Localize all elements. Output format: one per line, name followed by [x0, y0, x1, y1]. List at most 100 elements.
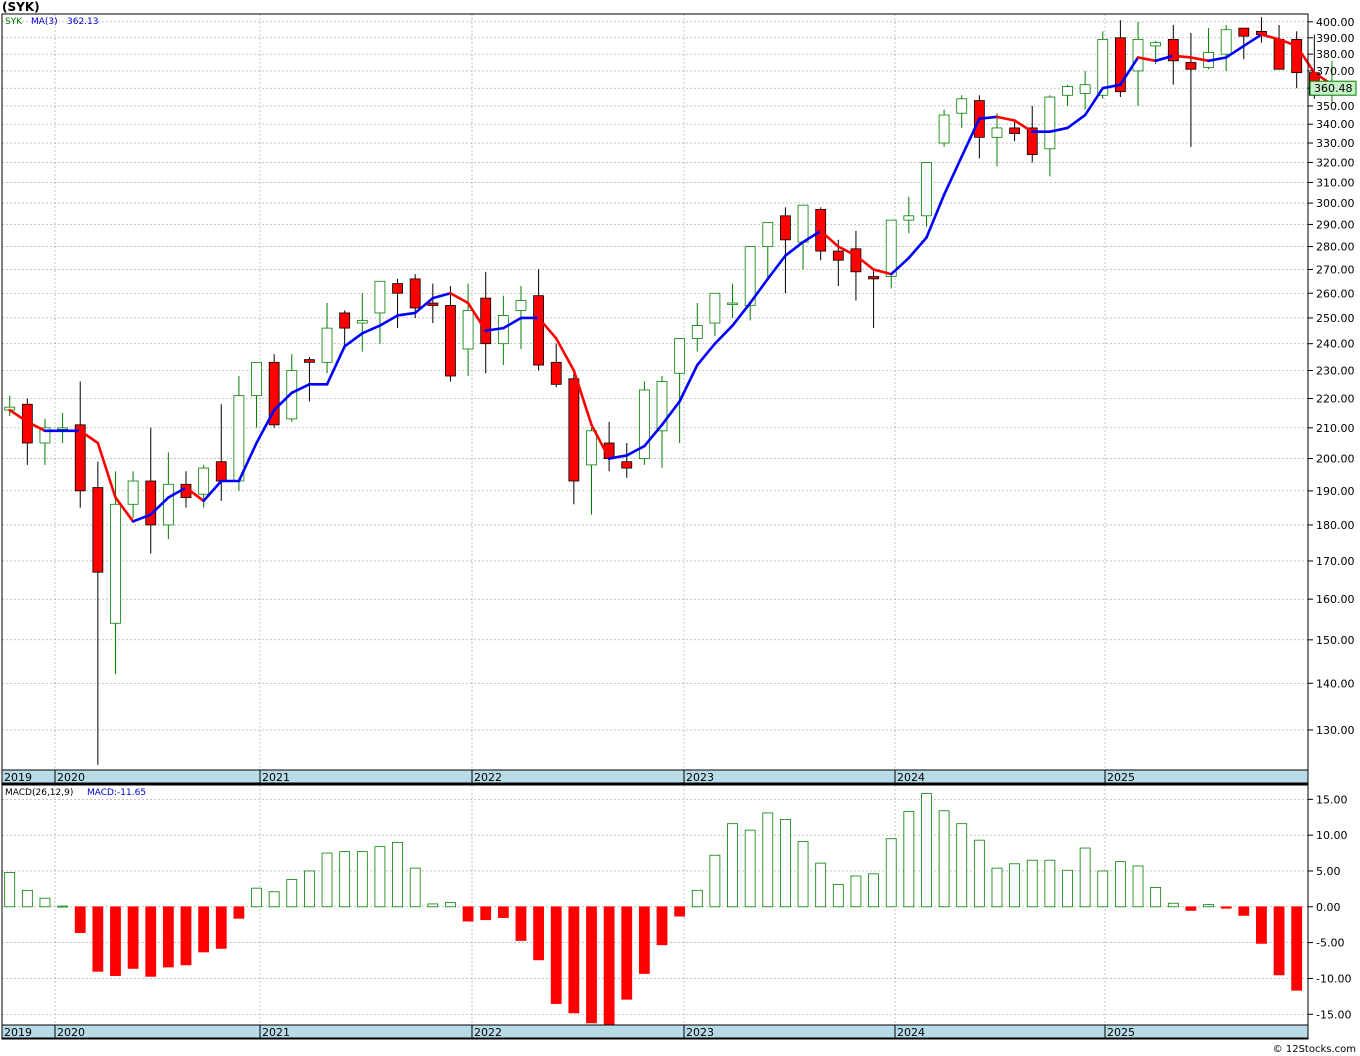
macd-year-labels: 2019 2020 2021 2022 2023 2024 2025	[4, 1025, 1135, 1039]
ma-segment	[978, 115, 999, 120]
ma-segment	[1136, 56, 1157, 63]
candle-body	[321, 327, 333, 363]
price-year-label: 2023	[686, 771, 714, 784]
candle-body	[515, 300, 527, 311]
ma-segment	[907, 236, 928, 260]
candle	[533, 269, 544, 371]
candle-body	[991, 127, 1003, 138]
macd-bar	[1185, 906, 1197, 911]
candle-body	[462, 310, 474, 350]
macd-bar	[1203, 904, 1214, 908]
price-tick-label: 230.00	[1316, 364, 1355, 377]
price-year-label: 2021	[262, 771, 290, 784]
price-tick-label: 260.00	[1316, 287, 1355, 300]
ma-segment	[484, 326, 505, 332]
candle	[1167, 24, 1179, 85]
ma-segment	[554, 337, 576, 372]
ma-segment	[748, 277, 770, 305]
macd-bar	[215, 906, 227, 949]
macd-bar	[921, 793, 932, 908]
price-tick-label: 350.00	[1316, 100, 1355, 113]
candle-body	[885, 219, 897, 277]
ma-segment	[1189, 56, 1210, 63]
macd-bar	[92, 906, 104, 972]
candle-body	[251, 361, 262, 397]
price-panel: 2019 2020 2021 2022 2023 2024 2025 130.00 140.0…	[1, 13, 1357, 785]
ma-segment	[1013, 119, 1034, 133]
candle	[480, 271, 492, 374]
macd-bar	[638, 906, 650, 974]
candle-body	[1150, 42, 1162, 47]
chart-title: (SYK)	[2, 0, 40, 14]
candle	[656, 376, 668, 469]
candle	[832, 239, 844, 287]
candle	[215, 404, 227, 501]
macd-bar	[1256, 906, 1267, 944]
footer-credit: © 12Stocks.com	[1273, 1044, 1356, 1055]
ma-segment	[255, 408, 276, 445]
macd-year-label: 2021	[262, 1026, 290, 1039]
ma-segment	[960, 117, 981, 158]
macd-bar	[1026, 859, 1038, 908]
candle-body	[1079, 84, 1091, 94]
ma-segment	[643, 423, 664, 448]
candle-body	[832, 250, 844, 261]
legend-symbol: SYK	[5, 17, 23, 27]
candle-body	[744, 246, 756, 306]
macd-bar	[762, 812, 774, 908]
macd-tick-label: 0.00	[1316, 901, 1341, 914]
candle-body	[162, 483, 174, 526]
price-year-label: 2024	[897, 771, 925, 784]
ma-segment	[343, 331, 364, 348]
candle	[1114, 20, 1126, 98]
macd-bar	[1167, 902, 1179, 908]
candle-body	[110, 503, 121, 624]
candle	[921, 162, 932, 227]
candle	[744, 246, 756, 321]
macd-bar	[162, 906, 174, 968]
macd-bar	[1132, 865, 1144, 908]
macd-tick-label: 15.00	[1316, 793, 1348, 806]
price-candles	[4, 17, 1338, 765]
macd-tick-label: -5.00	[1316, 937, 1344, 950]
macd-bar	[815, 862, 827, 908]
candle-body	[550, 361, 562, 385]
candle	[903, 196, 915, 234]
ma-segment	[801, 229, 822, 244]
ma-segment	[502, 316, 523, 330]
candle-body	[39, 427, 51, 444]
candle-body	[1026, 127, 1038, 155]
candle-body	[956, 98, 968, 114]
macd-year-label: 2020	[57, 1026, 85, 1039]
macd-bar	[268, 891, 280, 908]
candle	[356, 293, 368, 352]
candle-body	[215, 461, 227, 482]
ma-segment	[1260, 33, 1281, 41]
macd-bar	[550, 906, 562, 1004]
candle	[691, 303, 703, 352]
last-price-tag: 360.48	[1309, 80, 1357, 96]
macd-bar	[603, 906, 615, 1026]
macd-bar	[4, 872, 16, 908]
macd-bar	[1079, 847, 1091, 908]
macd-bar	[462, 906, 474, 922]
macd-year-label: 2023	[686, 1026, 714, 1039]
ma-segment	[8, 408, 29, 424]
candle-body	[1132, 38, 1144, 72]
ma-segment	[272, 391, 294, 412]
candle	[374, 280, 386, 344]
candle-body	[674, 338, 686, 374]
candle-body	[1167, 38, 1179, 62]
ma-segment	[766, 254, 787, 281]
candle	[286, 354, 298, 422]
ma-segment	[396, 311, 417, 317]
price-year-label: 2022	[474, 771, 502, 784]
candle-body	[392, 283, 403, 294]
macd-bar	[1044, 859, 1056, 908]
macd-bar	[180, 906, 192, 966]
macd-tick-label: 5.00	[1316, 865, 1341, 878]
legend-ma-label: MA(3)	[31, 17, 58, 27]
ma-segment	[167, 486, 188, 499]
price-tick-label: 370.00	[1316, 65, 1355, 78]
macd-bar	[956, 823, 968, 908]
